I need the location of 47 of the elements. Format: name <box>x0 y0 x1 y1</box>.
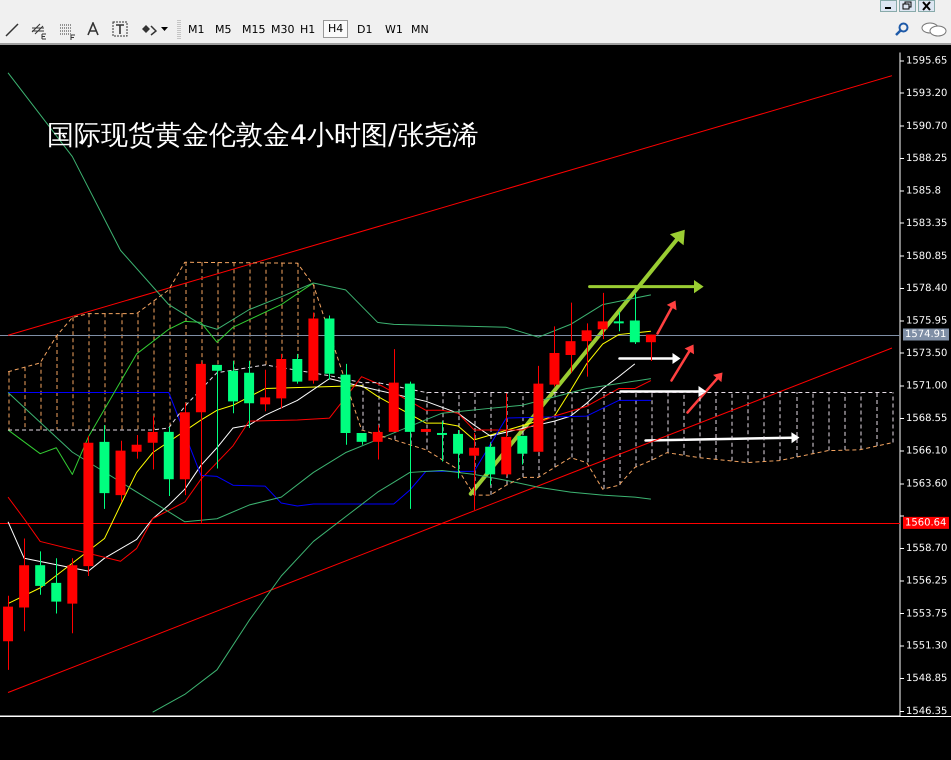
text: H1 <box>300 22 316 38</box>
y-tick-label: 1580.85 <box>906 250 948 262</box>
text: D1 <box>357 22 372 38</box>
text: M1 <box>188 22 204 38</box>
y-tick-label: 1548.85 <box>906 672 948 684</box>
y-tick-label: 1583.35 <box>906 218 948 229</box>
text: M30 <box>271 22 294 38</box>
y-tick-label: 1556.25 <box>906 575 948 586</box>
ref-line-label: 1560.64 <box>905 517 946 528</box>
y-tick-label: 1590.70 <box>906 120 948 132</box>
y-tick-label: 1566.10 <box>906 445 948 456</box>
y-tick-label: 1571.00 <box>906 380 948 392</box>
y-tick-label: 1563.60 <box>906 478 948 490</box>
y-tick-label: 1573.50 <box>906 348 948 359</box>
candlestick <box>420 428 431 432</box>
y-tick-label: 1595.65 <box>906 56 948 67</box>
candlestick <box>598 292 608 340</box>
ref-line-label: 1574.91 <box>905 329 946 340</box>
candlestick <box>260 369 270 412</box>
y-tick-label: 1593.20 <box>906 88 948 99</box>
candlestick <box>35 550 46 596</box>
candlestick <box>566 302 576 374</box>
candlestick <box>292 353 302 384</box>
candlestick <box>324 315 334 380</box>
candlestick <box>356 432 367 446</box>
candlestick <box>19 538 30 632</box>
text: M5 <box>215 22 232 38</box>
candlestick <box>3 595 14 670</box>
text: W1 <box>385 22 403 38</box>
y-tick-label: 1551.30 <box>906 640 948 652</box>
y-tick-label: 1546.35 <box>906 706 948 717</box>
candlestick <box>549 326 560 388</box>
y-tick-label: 1588.25 <box>906 153 948 164</box>
candlestick <box>67 558 78 634</box>
y-tick-label: 1585.8 <box>906 185 941 196</box>
y-tick-label: 1568.55 <box>906 413 948 424</box>
y-tick-label: 1578.40 <box>906 283 948 294</box>
candlestick <box>116 440 126 502</box>
y-tick-label: 1575.95 <box>906 315 948 326</box>
candlestick <box>132 434 142 460</box>
candlestick <box>404 381 415 510</box>
text: MN <box>411 22 429 38</box>
y-tick-label: 1553.75 <box>906 608 948 620</box>
text: H4 <box>323 20 348 38</box>
text: M15 <box>242 22 266 38</box>
y-tick-label: 1558.70 <box>906 543 948 554</box>
candlestick <box>340 363 351 446</box>
